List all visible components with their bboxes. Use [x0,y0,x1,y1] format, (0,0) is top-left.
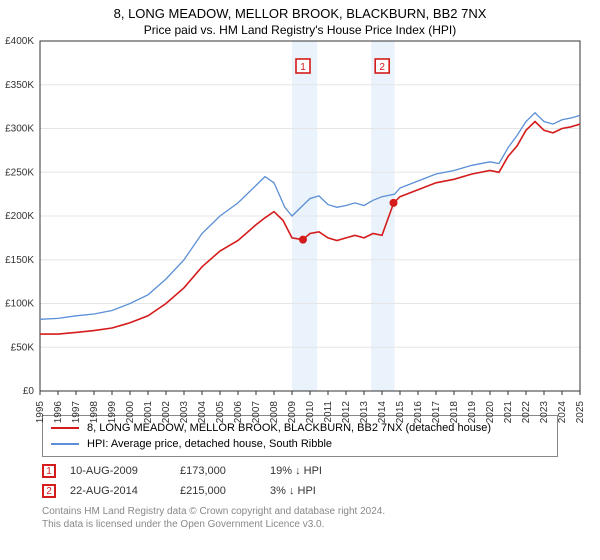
svg-text:2006: 2006 [233,401,244,424]
marker-row-1: 1 10-AUG-2009 £173,000 19% ↓ HPI [42,461,558,481]
svg-text:2016: 2016 [413,401,424,424]
svg-text:2003: 2003 [179,401,190,424]
svg-text:£200K: £200K [5,211,34,222]
marker-number: 2 [46,486,52,497]
svg-text:1996: 1996 [53,401,64,424]
svg-text:2013: 2013 [359,401,370,424]
svg-text:2018: 2018 [449,401,460,424]
page-root: 8, LONG MEADOW, MELLOR BROOK, BLACKBURN,… [0,0,600,560]
svg-text:£0: £0 [23,386,35,397]
svg-text:1: 1 [300,62,306,73]
marker-price: £215,000 [180,485,270,497]
svg-text:1998: 1998 [89,401,100,424]
legend: 8, LONG MEADOW, MELLOR BROOK, BLACKBURN,… [42,415,558,457]
svg-text:£300K: £300K [5,124,34,135]
legend-swatch [51,427,79,429]
svg-text:2007: 2007 [251,401,262,424]
svg-text:2012: 2012 [341,401,352,424]
svg-text:2015: 2015 [395,401,406,424]
svg-text:2021: 2021 [503,401,514,424]
svg-text:2022: 2022 [521,401,532,424]
marker-date: 22-AUG-2014 [70,485,180,497]
chart-subtitle: Price paid vs. HM Land Registry's House … [10,23,590,37]
marker-table: 1 10-AUG-2009 £173,000 19% ↓ HPI 2 22-AU… [42,461,558,501]
svg-text:2: 2 [379,62,385,73]
svg-text:£150K: £150K [5,255,34,266]
svg-text:£100K: £100K [5,299,34,310]
marker-box-icon: 2 [42,484,56,498]
svg-text:2020: 2020 [485,401,496,424]
svg-text:£400K: £400K [5,36,34,47]
marker-delta: 19% ↓ HPI [270,465,322,477]
svg-text:1995: 1995 [35,401,46,424]
svg-text:2010: 2010 [305,401,316,424]
chart-title: 8, LONG MEADOW, MELLOR BROOK, BLACKBURN,… [10,6,590,21]
svg-text:2001: 2001 [143,401,154,424]
svg-text:2024: 2024 [557,401,568,424]
svg-text:2023: 2023 [539,401,550,424]
marker-number: 1 [46,466,52,477]
svg-text:2008: 2008 [269,401,280,424]
svg-text:2000: 2000 [125,401,136,424]
legend-label: 8, LONG MEADOW, MELLOR BROOK, BLACKBURN,… [87,422,491,434]
marker-date: 10-AUG-2009 [70,465,180,477]
marker-box-icon: 1 [42,464,56,478]
legend-label: HPI: Average price, detached house, Sout… [87,438,332,450]
svg-text:2017: 2017 [431,401,442,424]
svg-text:£250K: £250K [5,167,34,178]
svg-text:2005: 2005 [215,401,226,424]
marker-delta: 3% ↓ HPI [270,485,316,497]
legend-swatch [51,443,79,445]
svg-text:2004: 2004 [197,401,208,424]
svg-text:2019: 2019 [467,401,478,424]
chart-area: £0£50K£100K£150K£200K£250K£300K£350K£400… [40,41,600,409]
marker-row-2: 2 22-AUG-2014 £215,000 3% ↓ HPI [42,481,558,501]
svg-text:£50K: £50K [11,342,35,353]
footer-line-2: This data is licensed under the Open Gov… [42,518,558,531]
title-block: 8, LONG MEADOW, MELLOR BROOK, BLACKBURN,… [0,0,600,41]
footer: Contains HM Land Registry data © Crown c… [42,505,558,531]
line-chart: £0£50K£100K£150K£200K£250K£300K£350K£400… [40,41,600,409]
svg-text:2011: 2011 [323,401,334,423]
svg-text:2025: 2025 [575,401,586,424]
svg-text:1999: 1999 [107,401,118,424]
legend-item-hpi: HPI: Average price, detached house, Sout… [51,436,549,452]
svg-text:2009: 2009 [287,401,298,424]
marker-price: £173,000 [180,465,270,477]
svg-text:2002: 2002 [161,401,172,424]
svg-text:1997: 1997 [71,401,82,424]
svg-text:2014: 2014 [377,401,388,424]
svg-text:£350K: £350K [5,80,34,91]
footer-line-1: Contains HM Land Registry data © Crown c… [42,505,558,518]
